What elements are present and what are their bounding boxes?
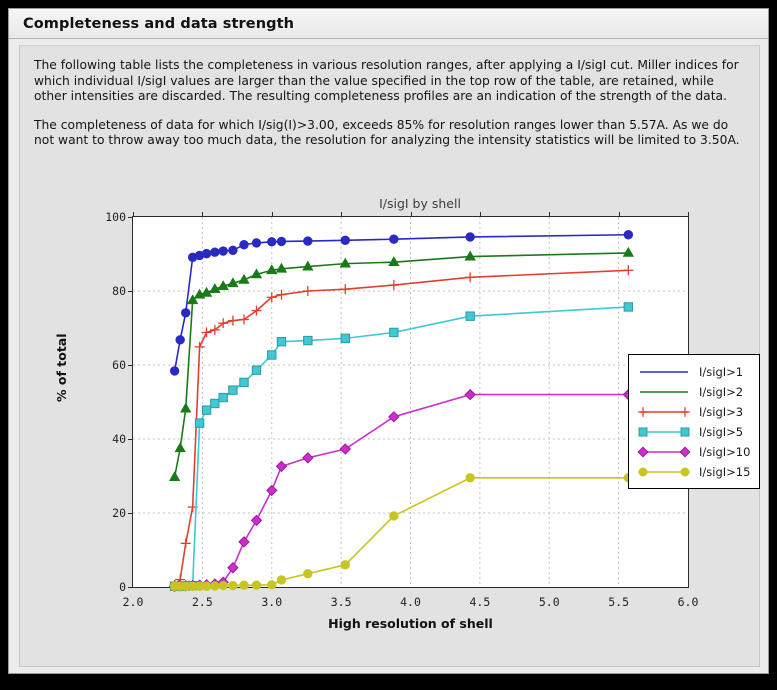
legend-item-1[interactable]: I/sigI>1 [629, 362, 759, 382]
x-tick-mark [688, 212, 689, 217]
y-tick-label: 40 [112, 432, 126, 446]
x-tick-label: 5.5 [608, 595, 630, 609]
gridlines [133, 217, 688, 587]
x-tick-mark [549, 212, 551, 217]
plot-area: 2.0 2.5 3.0 3.5 4.0 4.5 5.0 5.5 6.0 0 20 40 60 80 100 [105, 210, 698, 609]
x-tick-label: 3.5 [330, 595, 352, 609]
x-tick-label: 3.0 [261, 595, 283, 609]
y-axis-label: % of total [54, 333, 69, 402]
y-tick-label: 60 [112, 358, 126, 372]
y-tick-label: 20 [112, 506, 126, 520]
page-title: Completeness and data strength [23, 15, 295, 32]
panel-header: Completeness and data strength [9, 9, 768, 39]
series-i-sigi-2 [168, 246, 635, 481]
data-series-layer [168, 230, 635, 592]
legend-item-6[interactable]: I/sigI>15 [629, 462, 759, 482]
legend-label: I/sigI>10 [699, 445, 751, 459]
x-tick-label: 4.5 [469, 595, 491, 609]
y-tick-label: 0 [119, 580, 126, 594]
x-tick-mark [202, 212, 204, 217]
x-tick-label: 2.5 [191, 595, 213, 609]
x-tick-label: 4.0 [400, 595, 421, 609]
series-i-sigi-5 [169, 302, 634, 591]
y-tick-mark [128, 217, 133, 218]
legend-swatch-square-icon [638, 427, 690, 437]
series-i-sigi-10 [168, 388, 635, 592]
y-tick-mark [128, 587, 133, 588]
x-axis-label: High resolution of shell [328, 616, 493, 631]
legend-item-3[interactable]: I/sigI>3 [629, 402, 759, 422]
x-tick-mark [133, 212, 134, 217]
legend-swatch-diamond-icon [637, 446, 691, 458]
isigi-by-shell-chart: I/sigI by shell 2.0 2.5 3.0 3.5 4.0 4.5 5.0 5.5… [20, 184, 761, 664]
y-tick-mark [128, 513, 133, 514]
panel-body: The following table lists the completene… [19, 45, 760, 667]
legend-label: I/sigI>15 [699, 465, 751, 479]
description-paragraph-1: The following table lists the completene… [34, 58, 739, 103]
legend-label: I/sigI>1 [699, 365, 744, 379]
x-tick-label: 6.0 [677, 595, 699, 609]
x-tick-label: 2.0 [122, 595, 144, 609]
legend-swatch-triangle-icon [640, 391, 688, 393]
description-text: The following table lists the completene… [20, 46, 759, 149]
y-tick-mark [128, 439, 133, 440]
legend-item-5[interactable]: I/sigI>10 [629, 442, 759, 462]
y-tick-mark [128, 291, 133, 292]
legend-label: I/sigI>2 [699, 385, 744, 399]
legend-label: I/sigI>3 [699, 405, 744, 419]
series-i-sigi-15 [169, 473, 634, 591]
series-i-sigi-1 [169, 230, 634, 376]
legend-item-2[interactable]: I/sigI>2 [629, 382, 759, 402]
x-tick-mark [341, 212, 343, 217]
chart-title: I/sigI by shell [379, 196, 461, 211]
chart-legend: I/sigI>1 I/sigI>2 I/sigI>3 I/sigI>5 I/sigI>1… [628, 354, 760, 489]
x-tick-mark [271, 212, 273, 217]
x-tick-mark [410, 212, 412, 217]
y-tick-mark [128, 365, 133, 366]
legend-swatch-circle-icon [638, 467, 690, 477]
legend-item-4[interactable]: I/sigI>5 [629, 422, 759, 442]
x-tick-label: 5.0 [538, 595, 560, 609]
x-tick-mark [479, 212, 481, 217]
completeness-panel: Completeness and data strength The follo… [8, 8, 769, 674]
y-tick-label: 100 [105, 210, 126, 224]
y-tick-label: 80 [112, 284, 126, 298]
series-i-sigi-3 [169, 265, 634, 590]
legend-swatch-plus-icon [638, 407, 690, 417]
x-tick-mark [618, 212, 620, 217]
legend-label: I/sigI>5 [699, 425, 744, 439]
legend-swatch-circle-icon [640, 371, 688, 373]
description-paragraph-2: The completeness of data for which I/sig… [34, 117, 740, 148]
